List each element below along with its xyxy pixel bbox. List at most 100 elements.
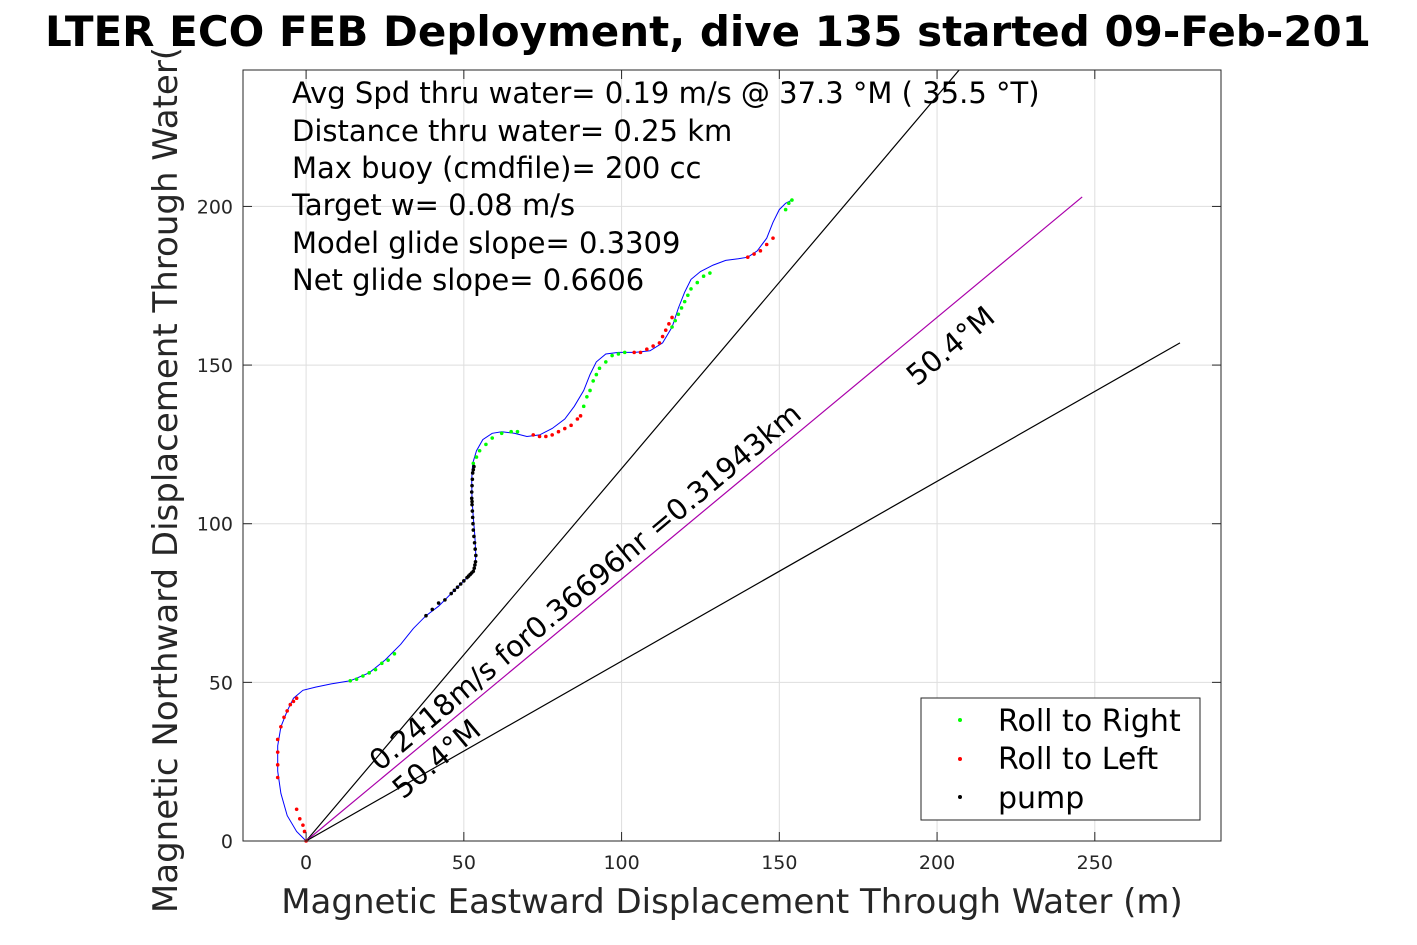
- roll-right-point: [499, 431, 504, 436]
- x-axis-label: Magnetic Eastward Displacement Through W…: [281, 882, 1183, 922]
- roll-right-point: [786, 201, 791, 206]
- pump-point: [473, 559, 478, 564]
- pump-point: [455, 585, 460, 589]
- y-tick-label: 100: [197, 514, 233, 536]
- roll-right-point: [392, 652, 397, 656]
- heading-line-upper: [305, 69, 960, 842]
- pump-point: [430, 607, 435, 612]
- pump-point: [472, 534, 476, 539]
- roll-right-point: [695, 280, 700, 285]
- pump-point: [469, 490, 474, 494]
- current-line: [305, 196, 1083, 842]
- y-tick-label: 0: [221, 831, 233, 853]
- roll-right-point: [477, 448, 482, 453]
- roll-right-point: [708, 271, 712, 275]
- roll-left-point: [294, 807, 299, 812]
- roll-left-point: [670, 315, 674, 320]
- roll-left-point: [771, 236, 775, 240]
- legend-marker-pump: [958, 795, 962, 799]
- roll-left-point: [667, 322, 671, 326]
- legend-entry-pump: pump: [958, 781, 1084, 816]
- roll-left-point: [562, 426, 567, 431]
- annotation-target-w: Target w= 0.08 m/s: [291, 188, 575, 222]
- roll-right-point: [673, 318, 678, 323]
- legend-entry-roll-left: Roll to Left: [958, 742, 1158, 777]
- annotation-avg-speed: Avg Spd thru water= 0.19 m/s @ 37.3 °M (…: [292, 76, 1040, 110]
- pump-point: [462, 579, 466, 583]
- roll-left-point: [758, 249, 763, 253]
- pump-point: [470, 477, 475, 482]
- pump-point: [470, 502, 474, 507]
- roll-left-point: [556, 429, 561, 434]
- roll-right-point: [597, 366, 602, 371]
- x-tick-label: 50: [452, 852, 476, 874]
- roll-right-point: [622, 350, 627, 355]
- roll-right-point: [686, 293, 690, 298]
- roll-right-point: [380, 661, 384, 666]
- roll-left-point: [291, 699, 296, 704]
- pump-point: [472, 540, 477, 545]
- roll-left-point: [660, 334, 665, 339]
- pump-point: [471, 521, 475, 526]
- roll-right-point: [588, 388, 592, 393]
- roll-left-point: [764, 242, 769, 247]
- roll-right-point: [679, 306, 684, 310]
- roll-left-point: [752, 252, 756, 256]
- points-layer: [275, 198, 794, 843]
- roll-left-point: [575, 417, 580, 421]
- roll-left-point: [632, 350, 636, 355]
- annotation-net-glide: Net glide slope= 0.6606: [292, 263, 644, 297]
- roll-right-point: [701, 274, 706, 279]
- roll-left-point: [537, 434, 542, 439]
- legend-marker-roll-left: [958, 757, 962, 761]
- roll-left-point: [302, 829, 307, 834]
- annotation-block: Avg Spd thru water= 0.19 m/s @ 37.3 °M (…: [291, 76, 1040, 297]
- roll-right-point: [594, 372, 599, 377]
- pump-point: [474, 553, 478, 558]
- roll-right-point: [348, 678, 353, 683]
- roll-right-point: [367, 671, 371, 675]
- roll-right-point: [682, 299, 687, 304]
- plot-frame: [242, 69, 1222, 842]
- roll-left-point: [663, 328, 668, 332]
- y-tick-label: 150: [197, 355, 233, 377]
- y-axis-label: Magnetic Northward Displacement Through …: [146, 47, 186, 913]
- pump-point: [470, 515, 475, 520]
- grid: [243, 70, 1221, 842]
- roll-left-point: [569, 423, 573, 428]
- legend-label-roll-right: Roll to Right: [998, 704, 1181, 739]
- legend: Roll to Right Roll to Left pump: [920, 697, 1201, 821]
- x-tick-label: 200: [919, 852, 955, 874]
- x-tick-label: 100: [603, 852, 639, 874]
- roll-left-point: [297, 816, 302, 821]
- roll-right-point: [676, 312, 681, 317]
- roll-right-point: [670, 325, 674, 329]
- roll-left-point: [651, 344, 655, 348]
- roll-right-point: [515, 429, 520, 434]
- legend-label-pump: pump: [998, 781, 1084, 816]
- pump-point: [452, 588, 457, 593]
- roll-right-point: [689, 287, 693, 291]
- pump-point: [470, 483, 474, 488]
- pump-point: [471, 569, 476, 574]
- x-tick-label: 150: [761, 852, 797, 874]
- roll-right-point: [604, 360, 608, 364]
- track-layer: [277, 199, 793, 842]
- pump-point: [470, 509, 475, 513]
- heading-line-lower: [305, 342, 1181, 842]
- roll-left-point: [275, 763, 280, 767]
- roll-left-point: [550, 433, 554, 437]
- pump-point: [443, 598, 447, 602]
- legend-entry-roll-right: Roll to Right: [958, 704, 1181, 739]
- annotation-max-buoy: Max buoy (cmdfile)= 200 cc: [292, 151, 701, 185]
- y-tick-label: 50: [209, 672, 233, 694]
- roll-left-point: [544, 434, 548, 439]
- roll-right-point: [361, 674, 365, 678]
- pump-point: [471, 467, 476, 472]
- roll-left-point: [531, 433, 536, 437]
- roll-left-point: [275, 775, 280, 780]
- roll-left-point: [645, 347, 649, 352]
- roll-right-point: [790, 198, 794, 202]
- roll-right-point: [373, 667, 378, 672]
